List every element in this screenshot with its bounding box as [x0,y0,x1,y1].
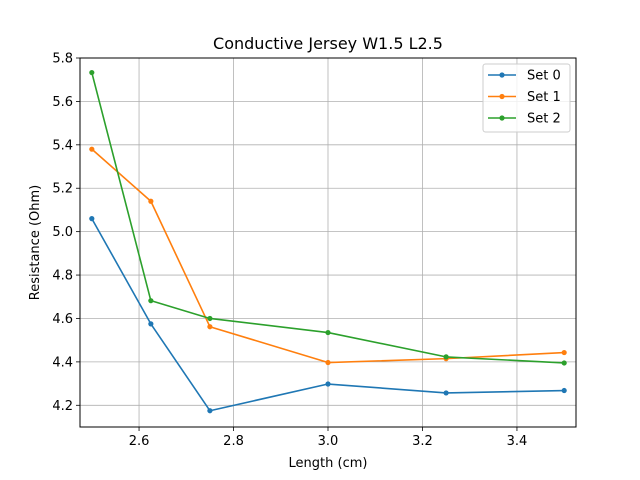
legend-swatch-marker [499,72,505,78]
x-tick-label: 3.2 [412,434,433,449]
y-tick-label: 4.6 [52,312,73,327]
y-axis-label: Resistance (Ohm) [28,185,43,300]
data-point [443,390,449,396]
x-axis-label: Length (cm) [289,456,368,471]
chart-title: Conductive Jersey W1.5 L2.5 [213,34,443,53]
series-line [91,218,565,412]
legend-box [482,63,571,133]
data-point [325,329,331,336]
data-point [207,315,213,322]
axis-ticks: 2.6 2.8 3.0 3.2 3.4 4.2 4.4 4.6 4.8 5.0 5.2 5.4 5.6 5… [52,52,527,450]
data-point [561,360,567,366]
legend-swatch-marker [499,93,505,100]
x-tick-label: 3.0 [318,434,339,449]
legend-item: Set 0 [488,69,561,84]
x-tick-label: 3.4 [507,434,528,449]
y-tick-label: 5.8 [52,52,73,67]
y-tick-label: 5.0 [52,225,73,240]
x-tick-label: 2.8 [223,434,244,449]
data-point [207,408,213,414]
legend-label: Set 2 [527,112,561,127]
data-point [89,69,95,76]
y-tick-label: 5.6 [52,95,73,110]
legend-label: Set 0 [527,69,561,84]
data-point [561,387,567,394]
legend-item: Set 1 [488,90,561,105]
data-point [443,354,449,360]
data-point [89,216,95,222]
data-point [207,324,213,330]
legend-item: Set 2 [488,112,561,127]
series-2 [89,69,567,366]
legend: Set 0 Set 1 Set 2 [482,63,571,133]
y-tick-label: 4.4 [52,355,73,370]
data-point [148,321,154,327]
data-point [148,198,154,204]
y-tick-label: 4.8 [52,269,73,284]
data-point [561,349,567,356]
data-point [89,146,95,152]
series-line [91,72,565,364]
x-tick-label: 2.6 [129,434,150,449]
legend-swatch-marker [499,115,505,121]
data-point [325,381,331,387]
series-layer [89,69,567,414]
y-tick-label: 4.2 [52,399,73,414]
y-tick-label: 5.4 [52,138,73,153]
data-point [325,359,331,366]
data-point [148,298,154,304]
legend-label: Set 1 [527,90,561,105]
y-tick-label: 5.2 [52,182,73,197]
series-0 [89,216,567,414]
